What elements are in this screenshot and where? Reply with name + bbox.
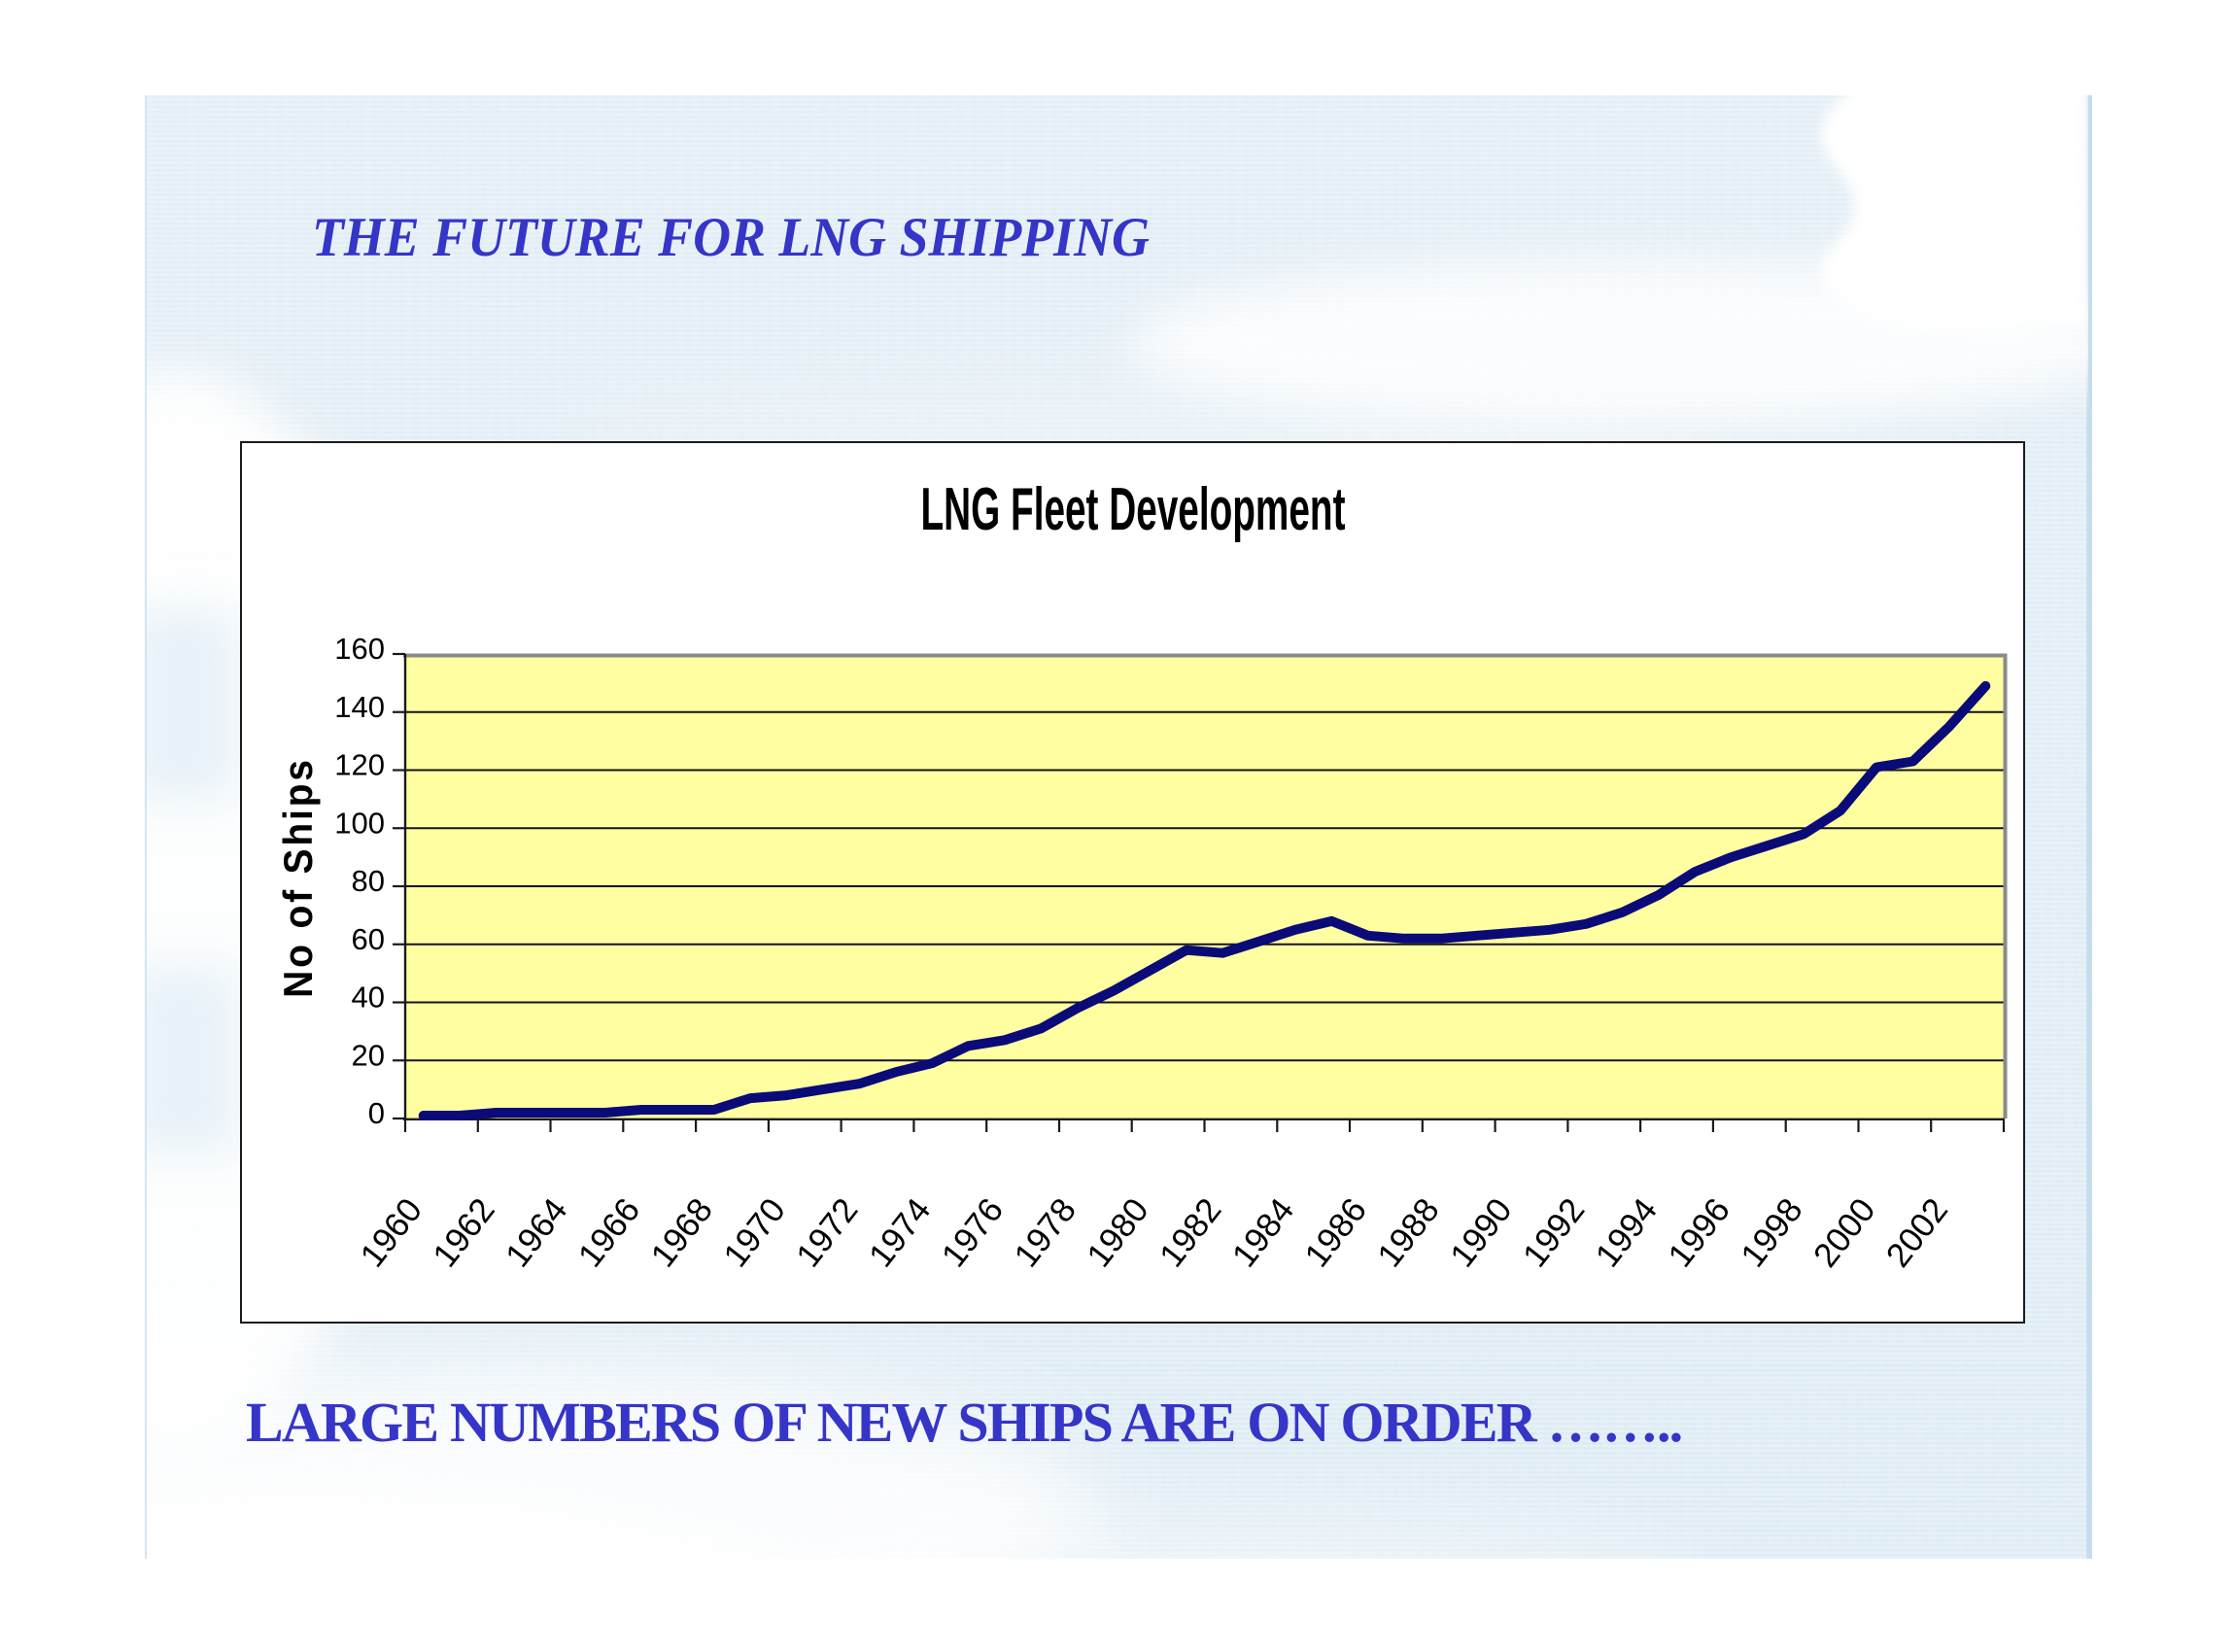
svg-text:1994: 1994 — [1588, 1191, 1665, 1274]
svg-text:1968: 1968 — [643, 1191, 720, 1274]
svg-text:1998: 1998 — [1734, 1191, 1810, 1274]
svg-text:1984: 1984 — [1225, 1191, 1302, 1274]
svg-text:60: 60 — [352, 922, 385, 956]
svg-text:80: 80 — [352, 864, 385, 898]
svg-text:1972: 1972 — [789, 1191, 866, 1274]
svg-text:20: 20 — [352, 1038, 385, 1072]
svg-text:1964: 1964 — [499, 1191, 575, 1274]
svg-text:1986: 1986 — [1297, 1191, 1374, 1274]
svg-text:1970: 1970 — [716, 1191, 793, 1274]
svg-text:1978: 1978 — [1007, 1191, 1083, 1274]
svg-text:1982: 1982 — [1152, 1191, 1229, 1274]
svg-text:1974: 1974 — [862, 1191, 939, 1274]
svg-text:1996: 1996 — [1661, 1191, 1737, 1274]
svg-text:120: 120 — [334, 748, 385, 782]
svg-text:40: 40 — [352, 981, 385, 1015]
svg-text:1990: 1990 — [1443, 1191, 1520, 1274]
svg-text:1960: 1960 — [353, 1191, 430, 1274]
svg-text:No of Ships: No of Ships — [275, 757, 322, 998]
svg-text:2002: 2002 — [1879, 1191, 1956, 1274]
svg-text:1980: 1980 — [1080, 1191, 1156, 1274]
svg-text:100: 100 — [334, 806, 385, 840]
svg-text:2000: 2000 — [1806, 1191, 1883, 1274]
svg-text:LNG Fleet Development: LNG Fleet Development — [920, 475, 1345, 543]
svg-text:1976: 1976 — [935, 1191, 1012, 1274]
svg-text:140: 140 — [334, 690, 385, 724]
svg-text:0: 0 — [368, 1096, 385, 1130]
svg-text:1992: 1992 — [1516, 1191, 1593, 1274]
svg-text:160: 160 — [334, 632, 385, 666]
svg-text:1966: 1966 — [571, 1191, 648, 1274]
svg-text:1962: 1962 — [426, 1191, 502, 1274]
svg-text:1988: 1988 — [1370, 1191, 1447, 1274]
